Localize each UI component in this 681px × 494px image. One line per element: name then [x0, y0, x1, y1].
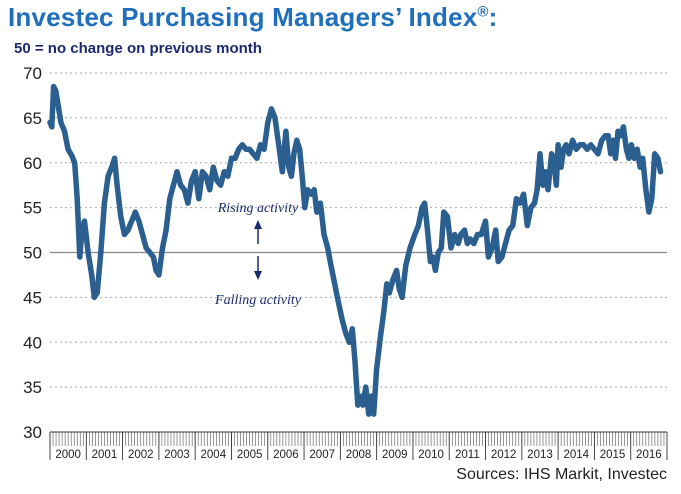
x-tick-label-2000: 2000	[55, 449, 81, 461]
annotations: Rising activity Falling activity	[214, 201, 302, 308]
chart-title-colon: :	[488, 2, 498, 32]
series-line-0	[47, 83, 664, 417]
x-tick-label-2015: 2015	[600, 449, 626, 461]
y-tick-label-70: 70	[23, 64, 42, 83]
y-tick-label-30: 30	[23, 423, 42, 442]
y-tick-label-45: 45	[23, 288, 42, 307]
x-tick-label-2006: 2006	[273, 449, 299, 461]
y-tick-label-35: 35	[23, 378, 42, 397]
x-tick-label-2004: 2004	[201, 449, 227, 461]
x-tick-label-2003: 2003	[164, 449, 190, 461]
annotation-falling-activity: Falling activity	[214, 293, 302, 308]
y-tick-label-65: 65	[23, 109, 42, 128]
x-tick-label-2002: 2002	[128, 449, 154, 461]
x-tick-label-2008: 2008	[346, 449, 372, 461]
x-tick-label-2001: 2001	[92, 449, 118, 461]
x-axis: 2000 2001 2002 2003 2004 2005 2006 2007 2008 2009…	[49, 431, 668, 461]
x-tick-label-2005: 2005	[237, 449, 263, 461]
registered-mark: ®	[477, 3, 489, 21]
y-tick-label-40: 40	[23, 333, 42, 352]
chart-subtitle: 50 = no change on previous month	[14, 40, 262, 57]
x-tick-label-2010: 2010	[418, 449, 444, 461]
y-tick-label-50: 50	[23, 244, 42, 263]
x-tick-label-2014: 2014	[563, 449, 589, 461]
y-axis: 30 35 40 45 50 55 60 65 70	[23, 64, 42, 442]
x-tick-label-2011: 2011	[455, 449, 480, 461]
falling-arrow-head	[254, 271, 262, 280]
x-tick-label-2013: 2013	[527, 449, 553, 461]
source-note: Sources: IHS Markit, Investec	[456, 466, 667, 483]
x-tick-label-2007: 2007	[309, 449, 335, 461]
chart-title-text: Investec Purchasing Managers’ Index	[8, 2, 478, 32]
y-tick-label-60: 60	[23, 154, 42, 173]
rising-arrow-head	[254, 220, 262, 229]
y-tick-label-55: 55	[23, 199, 42, 218]
x-tick-label-2012: 2012	[491, 449, 517, 461]
x-tick-label-2016: 2016	[636, 449, 662, 461]
chart-title: Investec Purchasing Managers’ Index®:	[8, 2, 498, 33]
plot-area	[47, 83, 664, 417]
x-tick-label-2009: 2009	[382, 449, 408, 461]
annotation-rising-activity: Rising activity	[217, 201, 299, 216]
